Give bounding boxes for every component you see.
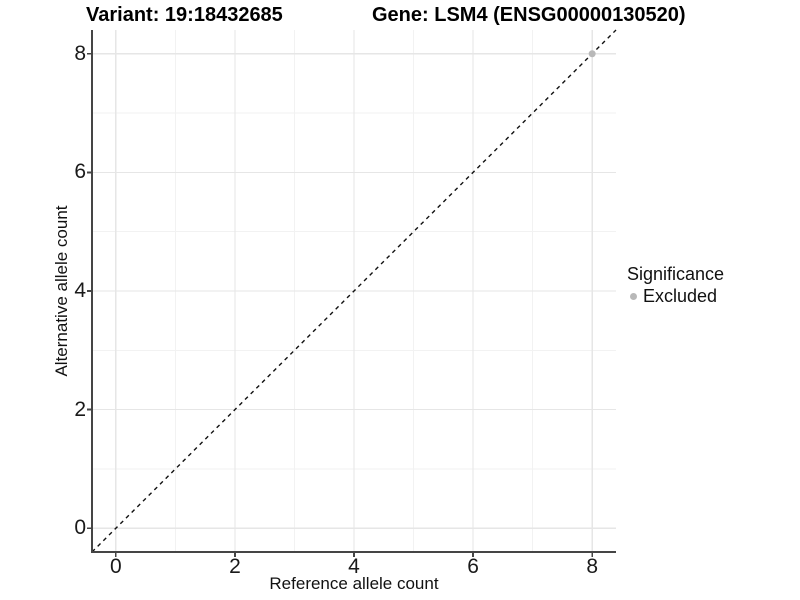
y-tick-label: 6 [74, 160, 86, 184]
y-tick-label: 8 [74, 41, 86, 65]
y-tick-label: 2 [74, 397, 86, 421]
x-axis-title: Reference allele count [269, 574, 439, 593]
x-tick-label: 2 [229, 555, 241, 578]
x-tick-label: 8 [586, 555, 599, 578]
legend-point-swatch [630, 293, 637, 300]
legend-title: Significance [627, 264, 725, 284]
y-tick-label: 0 [74, 516, 86, 540]
plot-title-gene: Gene: LSM4 (ENSG00000130520) [372, 4, 686, 26]
plot-title-variant: Variant: 19:18432685 [86, 4, 283, 26]
identity-line [91, 29, 617, 553]
legend: Significance Excluded [627, 264, 777, 307]
y-tick-label: 4 [74, 279, 86, 302]
data-point [588, 50, 596, 58]
legend-item-label: Excluded [643, 286, 718, 306]
x-tick-label: 0 [109, 555, 122, 578]
legend-item-excluded: Excluded [627, 286, 777, 307]
x-tick-label: 6 [467, 555, 479, 578]
x-tick-label: 4 [348, 555, 360, 578]
